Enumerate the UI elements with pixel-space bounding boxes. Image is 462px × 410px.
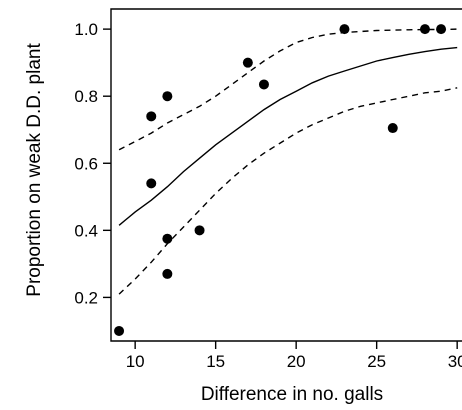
upper-confidence-curve bbox=[118, 28, 458, 151]
x-tick-label: 30 bbox=[448, 352, 462, 371]
data-point bbox=[146, 178, 157, 189]
data-point bbox=[194, 225, 205, 236]
x-tick-label: 10 bbox=[126, 352, 145, 371]
axes: 10 15 20 25 30 0.2 0.4 0.6 0.8 1.0 bbox=[74, 8, 462, 371]
data-point bbox=[162, 91, 173, 102]
data-point bbox=[162, 268, 173, 279]
data-point bbox=[242, 57, 253, 68]
plot-frame bbox=[110, 8, 462, 342]
y-tick-label: 0.8 bbox=[74, 87, 98, 106]
data-point bbox=[419, 24, 430, 35]
y-tick-label: 0.6 bbox=[74, 154, 98, 173]
data-point bbox=[339, 24, 350, 35]
y-tick-label: 0.2 bbox=[74, 288, 98, 307]
x-tick-label: 20 bbox=[287, 352, 306, 371]
data-point bbox=[258, 79, 269, 90]
x-tick-label: 15 bbox=[206, 352, 225, 371]
x-axis-label: Difference in no. galls bbox=[201, 384, 383, 405]
y-axis-label: Proportion on weak D.D. plant bbox=[24, 43, 45, 297]
y-tick-label: 1.0 bbox=[74, 20, 98, 39]
data-point bbox=[162, 233, 173, 244]
x-tick-label: 25 bbox=[367, 352, 386, 371]
plot-area bbox=[114, 24, 458, 336]
lower-confidence-curve bbox=[118, 87, 458, 295]
data-point bbox=[146, 111, 157, 122]
data-point bbox=[387, 123, 398, 134]
data-point bbox=[114, 325, 125, 336]
y-tick-label: 0.4 bbox=[74, 221, 98, 240]
fitted-curve bbox=[118, 46, 458, 226]
